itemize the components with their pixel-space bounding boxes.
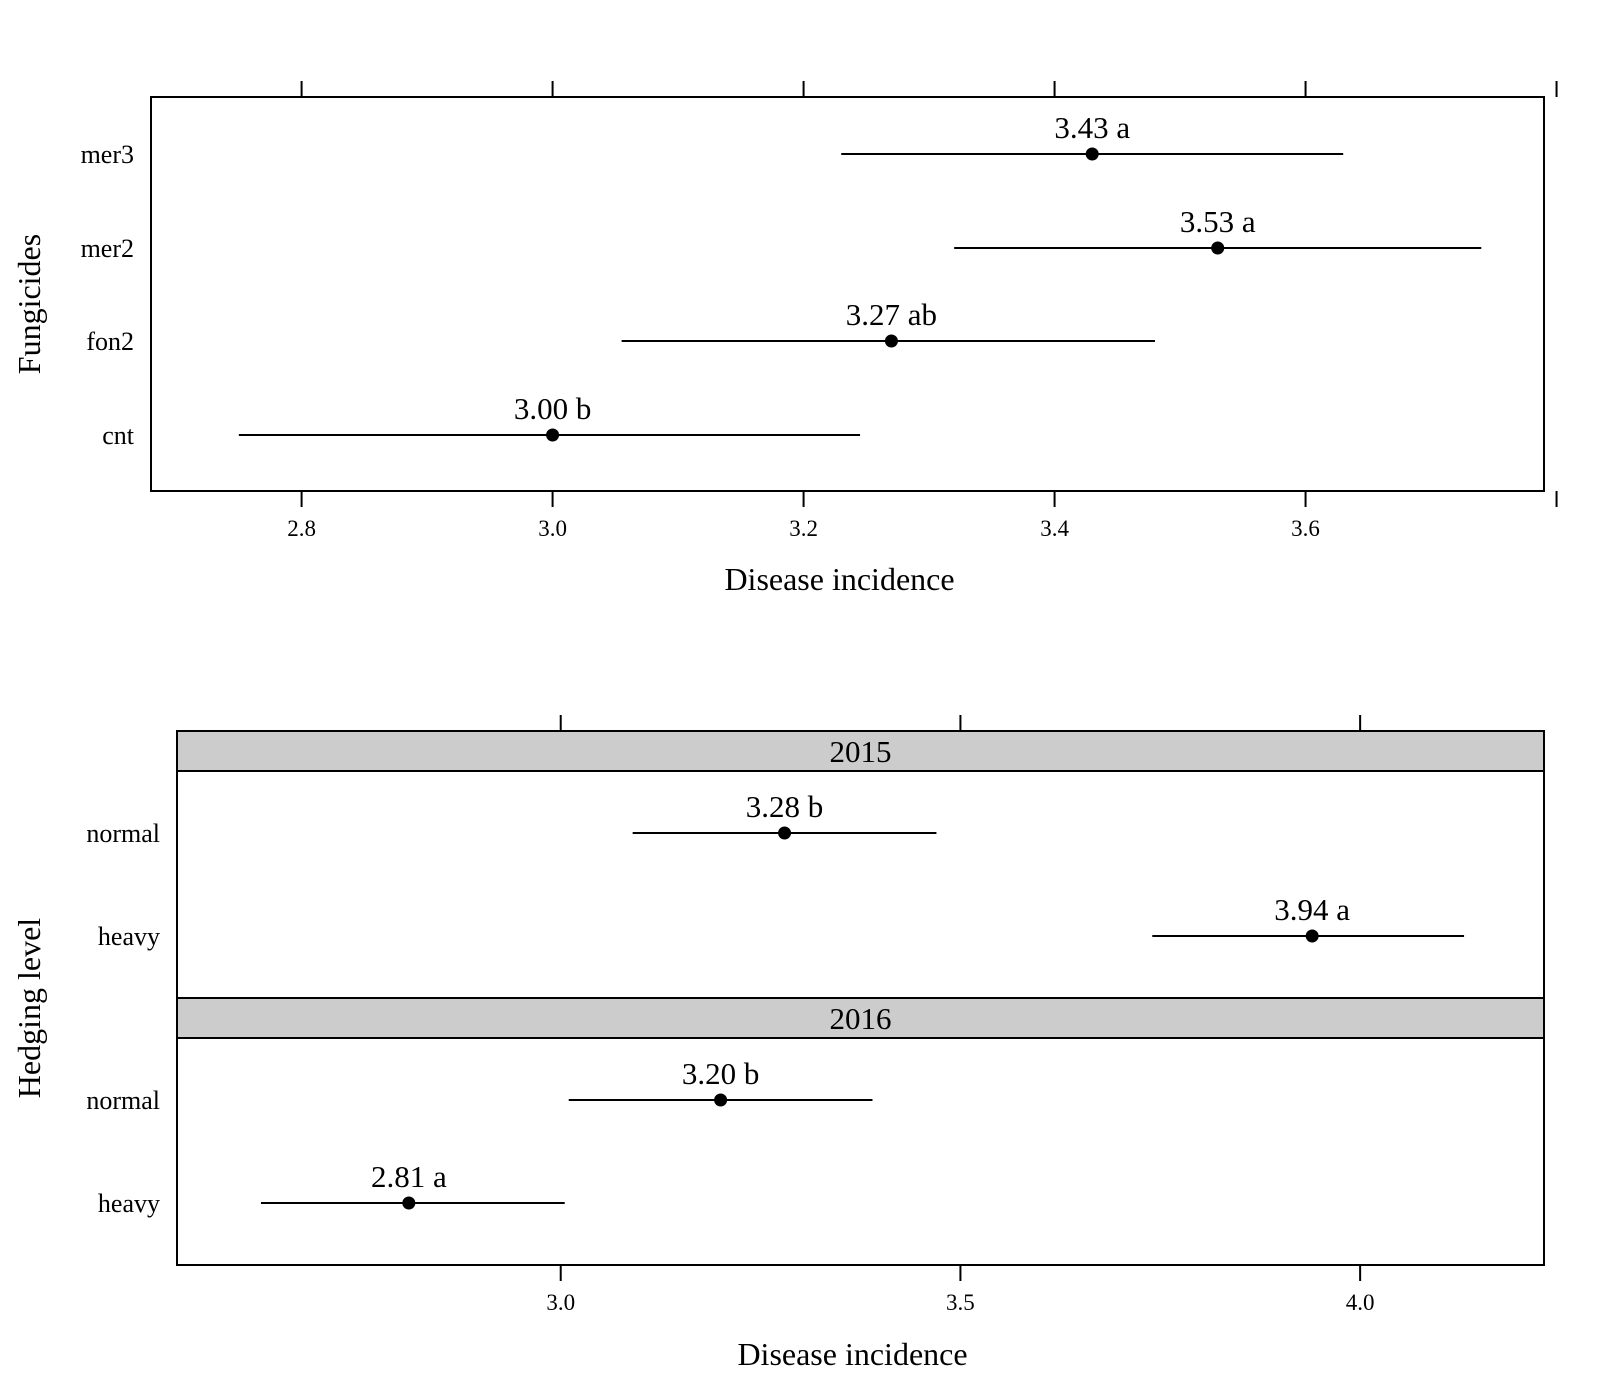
estimate-point bbox=[778, 826, 792, 840]
data-label: 3.00 b bbox=[514, 391, 592, 426]
category-label-normal: normal bbox=[86, 1086, 160, 1115]
category-label-cnt: cnt bbox=[102, 421, 135, 450]
tick-label: 2.8 bbox=[287, 516, 316, 541]
panel-1: 3.43 a 3.53 a 3.27 ab 3.00 b bbox=[150, 96, 1545, 492]
data-label: 3.43 a bbox=[1054, 110, 1130, 145]
category-label-normal: normal bbox=[86, 819, 160, 848]
y-axis-title: Hedging level bbox=[11, 918, 47, 1099]
estimate-point bbox=[714, 1093, 728, 1107]
strip-2015 bbox=[176, 730, 1545, 772]
x-axis-title: Disease incidence bbox=[737, 1336, 967, 1372]
estimate-point bbox=[402, 1196, 416, 1210]
category-label-mer2: mer2 bbox=[81, 234, 134, 263]
data-label: 3.27 ab bbox=[846, 297, 937, 332]
estimate-point bbox=[1085, 147, 1099, 161]
estimate-point bbox=[1305, 929, 1319, 943]
category-label-heavy: heavy bbox=[98, 922, 160, 951]
data-label: 3.20 b bbox=[682, 1056, 760, 1091]
estimate-point bbox=[546, 428, 560, 442]
estimate-point bbox=[884, 334, 898, 348]
category-label-heavy: heavy bbox=[98, 1189, 160, 1218]
strip-label: 2016 bbox=[830, 1001, 892, 1036]
y-axis-title: Fungicides bbox=[11, 234, 47, 374]
tick-label: 3.5 bbox=[946, 1290, 975, 1315]
category-label-fon2: fon2 bbox=[86, 327, 134, 356]
x-axis-title: Disease incidence bbox=[724, 561, 954, 597]
data-label: 3.28 b bbox=[746, 789, 824, 824]
tick-label: 3.6 bbox=[1291, 516, 1320, 541]
tick-label: 3.2 bbox=[789, 516, 818, 541]
strip-2016 bbox=[176, 997, 1545, 1039]
panel-2016: 2016 3.20 b 2.81 a bbox=[176, 997, 1545, 1266]
chart-1: 3.43 a 3.53 a 3.27 ab 3.00 b mer3 mer2 fon2 cnt… bbox=[11, 81, 1558, 597]
panel-frame bbox=[150, 96, 1545, 492]
category-label-mer3: mer3 bbox=[81, 140, 134, 169]
data-label: 3.53 a bbox=[1180, 204, 1256, 239]
tick-label: 3.0 bbox=[538, 516, 567, 541]
tick-label: 3.4 bbox=[1040, 516, 1069, 541]
strip-label: 2015 bbox=[830, 734, 892, 769]
estimate-point bbox=[1211, 241, 1225, 255]
tick-label: 4.0 bbox=[1346, 1290, 1375, 1315]
data-label: 2.81 a bbox=[371, 1159, 447, 1194]
data-label: 3.94 a bbox=[1274, 892, 1350, 927]
tick-label: 3.0 bbox=[546, 1290, 575, 1315]
